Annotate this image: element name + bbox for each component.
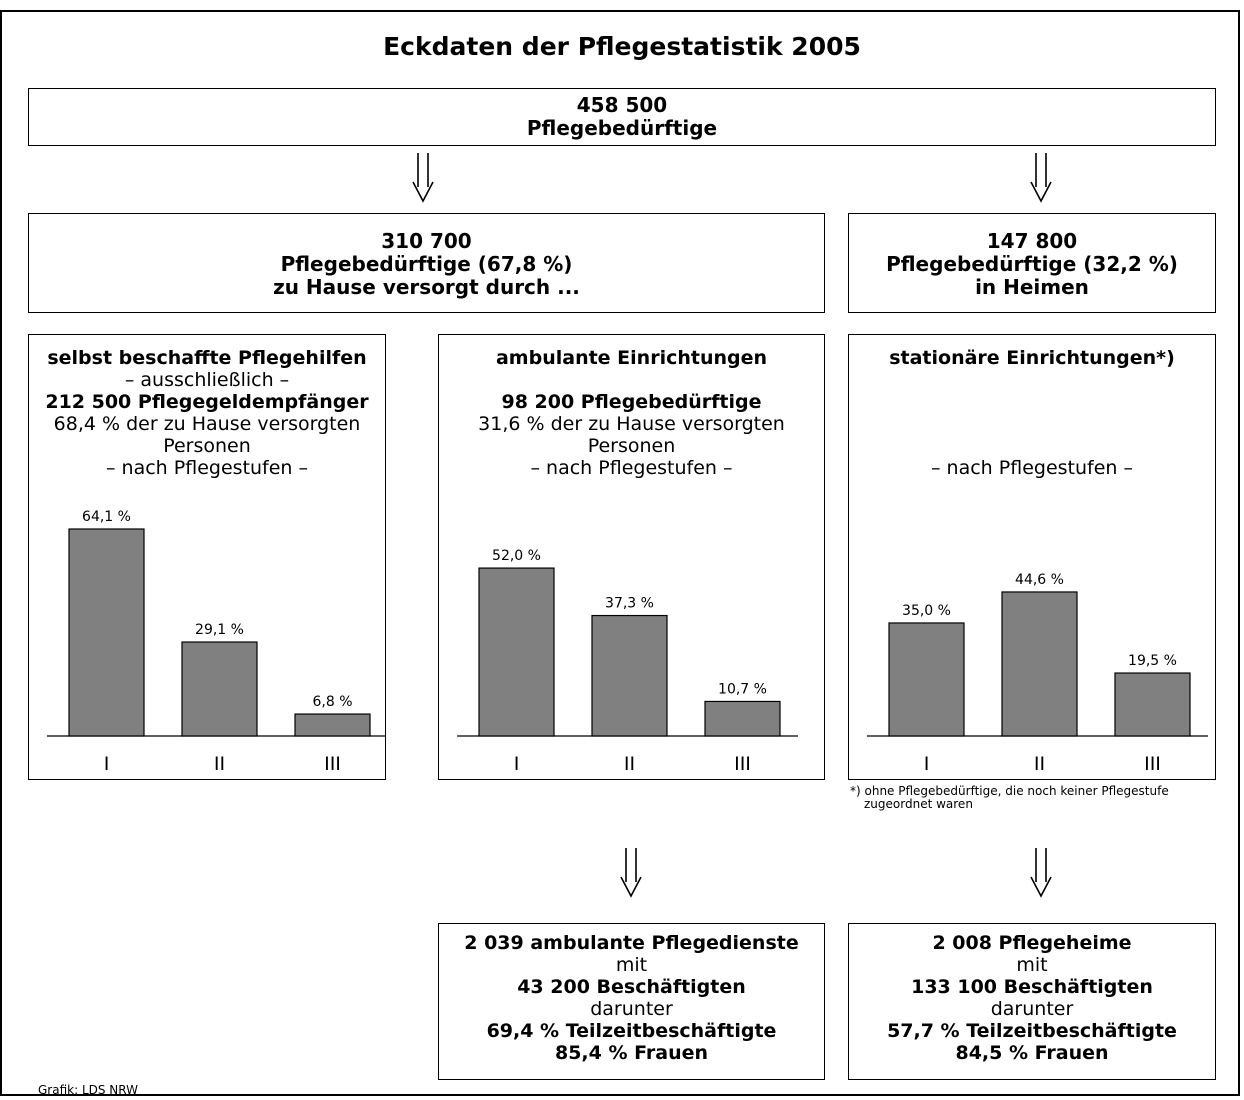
services-darunter: darunter [590,998,673,1020]
bar [181,641,258,737]
bar [294,713,371,737]
panel-title: stationäre Einrichtungen*) [889,347,1175,369]
category-label: I [924,753,930,775]
homes-darunter: darunter [990,998,1074,1020]
panel-ambulant: ambulante Einrichtungen 98 200 Pflegebed… [438,334,825,780]
services-employees: 43 200 Beschäftigten [517,976,746,998]
bar [478,567,555,737]
footnote-line-2: zugeordnet waren [864,797,973,811]
nursing-home-box: 147 800 Pflegebedürftige (32,2 %) in Hei… [848,213,1216,313]
bar-chart-ambulant: 52,0 % I 37,3 % II 10,7 % III [457,548,798,775]
nursing-homes-box: 2 008 Pflegeheime mit 133 100 Beschäftig… [848,923,1216,1080]
bar-value-label: 6,8 % [312,694,352,710]
category-label: II [624,753,635,775]
services-women: 85,4 % Frauen [554,1042,709,1064]
panel-share-2: Personen [163,435,251,457]
bar [591,614,668,737]
double-arrow-down-icon [412,153,434,203]
panel-share: 31,6 % der zu Hause versorgten [478,413,785,435]
bar-value-label: 44,6 % [1015,572,1064,588]
ambulant-services-box: 2 039 ambulante Pflegedienste mit 43 200… [438,923,825,1080]
bar [1001,591,1078,737]
bar-chart-stationaer: 35,0 % I 44,6 % II 19,5 % III [867,572,1208,775]
category-label: II [214,753,225,775]
bar-chart-self-care: 64,1 % I 29,1 % II 6,8 % III [47,509,385,775]
source-credit: Grafik: LDS NRW [38,1083,139,1097]
bar [68,528,145,737]
panel-title: ambulante Einrichtungen [495,347,768,369]
total-box: 458 500 Pflegebedürftige [28,88,1216,146]
bar-value-label: 52,0 % [492,548,541,564]
bar-value-label: 35,0 % [902,603,951,619]
diagram-title: Eckdaten der Pflegestatistik 2005 [383,32,861,61]
homes-employees: 133 100 Beschäftigten [911,976,1153,998]
nursing-home-label: in Heimen [975,275,1089,299]
panel-spacer [849,369,1215,457]
home-care-count: 310 700 [381,229,472,253]
nursing-home-count: 147 800 [986,229,1078,253]
total-label: Pflegebedürftige [526,116,718,140]
outer-frame [0,10,1240,1096]
panel-stationaer: stationäre Einrichtungen*) – nach Pflege… [848,334,1216,780]
bar-value-label: 19,5 % [1128,653,1177,669]
panel-count: 98 200 Pflegebedürftige [501,391,762,413]
bar-value-label: 64,1 % [82,509,131,525]
panel-count: 212 500 Pflegegeldempfänger [45,391,369,413]
homes-parttime: 57,7 % Teilzeitbeschäftigte [887,1020,1177,1042]
panel-subtitle: – ausschließlich – [124,369,290,391]
double-arrow-down-icon [620,848,642,898]
category-label: I [104,753,110,775]
homes-women: 84,5 % Frauen [955,1042,1109,1064]
bar [1114,672,1191,737]
double-arrow-down-icon [1030,153,1052,203]
bar [888,622,965,737]
bar-value-label: 10,7 % [718,681,767,697]
panel-stufen: – nach Pflegestufen – [931,457,1133,479]
home-care-share: Pflegebedürftige (67,8 %) [280,252,573,276]
panel-stufen: – nach Pflegestufen – [530,457,733,479]
homes-with: mit [1016,954,1048,976]
bar-value-label: 37,3 % [605,596,654,612]
panel-stufen: – nach Pflegestufen – [106,457,308,479]
total-count: 458 500 [576,93,668,117]
bar [704,700,781,737]
category-label: III [734,753,751,775]
home-care-box: 310 700 Pflegebedürftige (67,8 %) zu Hau… [28,213,825,313]
panel-spacer [439,369,824,391]
category-label: I [514,753,520,775]
panel-title: selbst beschaffte Pflegehilfen [47,347,367,369]
home-care-label: zu Hause versorgt durch ... [273,275,580,299]
category-label: III [1144,753,1161,775]
panel-share: 68,4 % der zu Hause versorgten [53,413,361,435]
footnote: *) ohne Pflegebedürftige, die noch keine… [850,785,1230,811]
panel-self-care: selbst beschaffte Pflegehilfen – ausschl… [28,334,386,780]
homes-count: 2 008 Pflegeheime [932,932,1132,954]
services-with: mit [615,954,648,976]
double-arrow-down-icon [1030,848,1052,898]
category-label: II [1034,753,1045,775]
bar-value-label: 29,1 % [195,622,244,638]
category-label: III [324,753,341,775]
nursing-home-share: Pflegebedürftige (32,2 %) [886,252,1178,276]
panel-share-2: Personen [587,435,676,457]
services-count: 2 039 ambulante Pflegedienste [464,932,799,954]
services-parttime: 69,4 % Teilzeitbeschäftigte [486,1020,777,1042]
footnote-line-1: *) ohne Pflegebedürftige, die noch keine… [850,784,1169,798]
